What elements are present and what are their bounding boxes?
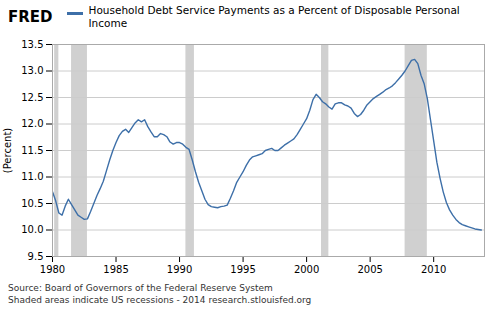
svg-text:10.0: 10.0 <box>21 224 43 235</box>
svg-text:2000: 2000 <box>294 264 319 275</box>
svg-text:11.0: 11.0 <box>21 171 43 182</box>
svg-text:10.5: 10.5 <box>21 198 43 209</box>
svg-text:13.5: 13.5 <box>21 39 43 50</box>
svg-text:1980: 1980 <box>40 264 65 275</box>
svg-text:1985: 1985 <box>103 264 128 275</box>
svg-text:2005: 2005 <box>357 264 382 275</box>
svg-text:9.5: 9.5 <box>28 251 44 262</box>
svg-text:12.5: 12.5 <box>21 92 43 103</box>
svg-text:13.0: 13.0 <box>21 65 43 76</box>
svg-text:2010: 2010 <box>421 264 446 275</box>
svg-text:12.0: 12.0 <box>21 118 43 129</box>
html-text:FRED: FRED <box>8 8 53 26</box>
svg-text:11.5: 11.5 <box>21 145 43 156</box>
svg-text:(Percent): (Percent) <box>2 128 13 174</box>
html-text:Household Debt Service Payment: Household Debt Service Payments as a Per… <box>88 4 460 29</box>
html-text:Source: Board of Governors of: Source: Board of Governors of the Federa… <box>8 283 273 293</box>
svg-text:1995: 1995 <box>230 264 255 275</box>
svg-text:1990: 1990 <box>167 264 192 275</box>
html-text:Shaded areas indicate US reces: Shaded areas indicate US recessions - 20… <box>8 295 312 305</box>
